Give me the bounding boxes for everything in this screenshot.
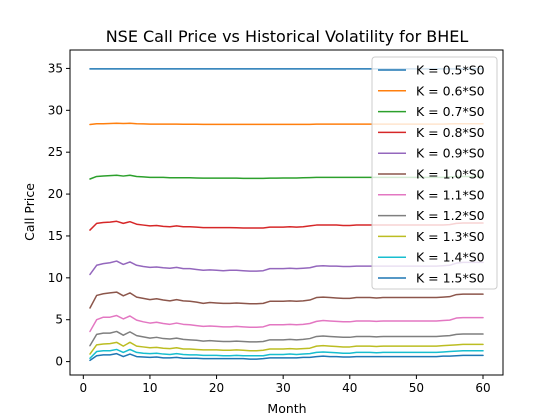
legend-entry-10: K = 1.5*S0 — [416, 271, 485, 286]
legend-entry-6: K = 1.1*S0 — [416, 187, 485, 202]
legend-entry-7: K = 1.2*S0 — [416, 208, 485, 223]
legend-entry-5: K = 1.0*S0 — [416, 167, 485, 182]
y-tick-label-7: 35 — [48, 61, 63, 75]
y-tick-label-0: 0 — [55, 355, 63, 369]
x-tick-label-0: 0 — [80, 381, 88, 395]
y-tick-label-3: 15 — [48, 229, 63, 243]
legend-entry-0: K = 0.5*S0 — [416, 63, 485, 78]
legend-entry-3: K = 0.8*S0 — [416, 125, 485, 140]
legend-entry-2: K = 0.7*S0 — [416, 104, 485, 119]
y-tick-label-2: 10 — [48, 271, 63, 285]
legend: K = 0.5*S0 K = 0.6*S0 K = 0.7*S0 K = 0.8*S0… — [371, 56, 498, 290]
series-line-9 — [89, 348, 484, 359]
axes-frame — [69, 49, 504, 376]
x-tick-label-2: 20 — [209, 381, 224, 395]
x-axis-ticks: 0 10 20 30 40 50 60 — [80, 375, 491, 395]
series-line-7 — [89, 330, 484, 347]
series-line-10 — [89, 352, 484, 362]
plot-area: 0 10 20 30 40 50 60 0 5 10 15 20 25 30 35 — [48, 49, 504, 395]
x-tick-label-4: 40 — [342, 381, 357, 395]
legend-entry-4: K = 0.9*S0 — [416, 146, 485, 161]
legend-entry-8: K = 1.3*S0 — [416, 229, 485, 244]
legend-box — [371, 56, 498, 290]
legend-entry-9: K = 1.4*S0 — [416, 250, 485, 265]
series-layer — [89, 68, 484, 362]
x-tick-label-3: 30 — [276, 381, 291, 395]
series-line-6 — [89, 314, 484, 333]
y-tick-label-4: 20 — [48, 187, 63, 201]
x-tick-label-6: 60 — [475, 381, 490, 395]
x-axis-label: Month — [267, 401, 306, 416]
y-axis-label: Call Price — [22, 183, 37, 241]
series-line-5 — [89, 291, 484, 309]
y-tick-label-1: 5 — [55, 313, 63, 327]
chart-title: NSE Call Price vs Historical Volatility … — [106, 27, 469, 46]
y-axis-ticks: 0 5 10 15 20 25 30 35 — [48, 61, 70, 369]
x-tick-label-5: 50 — [409, 381, 424, 395]
x-tick-label-1: 10 — [142, 381, 157, 395]
y-tick-label-5: 25 — [48, 145, 63, 159]
series-line-8 — [89, 341, 484, 355]
y-tick-label-6: 30 — [48, 103, 63, 117]
legend-entry-1: K = 0.6*S0 — [416, 83, 485, 98]
